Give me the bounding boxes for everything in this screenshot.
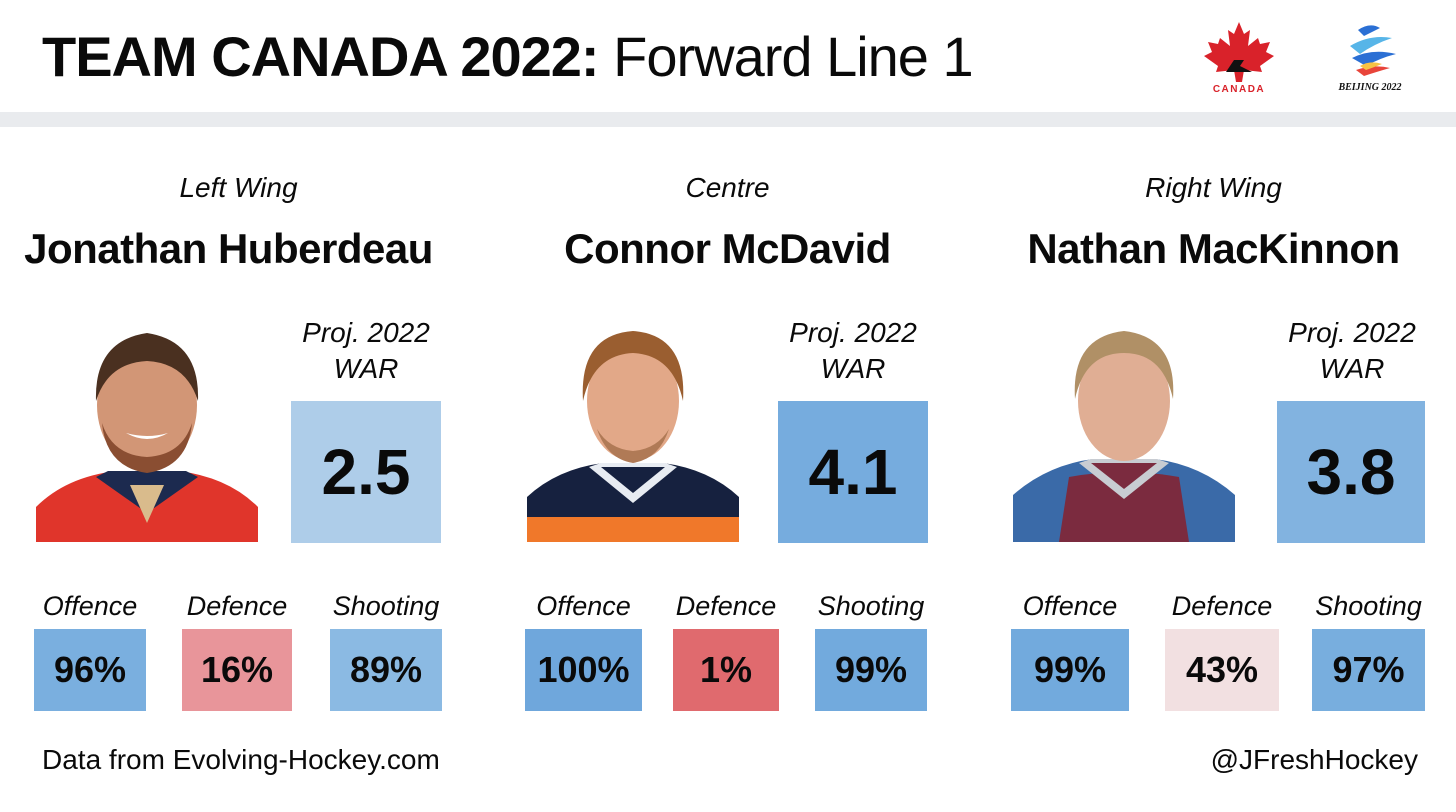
- title-light: Forward Line 1: [613, 25, 974, 88]
- hockey-canada-maple-leaf-logo: CANADA: [1204, 22, 1274, 95]
- stat-value-offence: 99%: [1011, 629, 1129, 711]
- player-name: Nathan MacKinnon: [1027, 225, 1400, 272]
- stat-value-shooting: 99%: [815, 629, 927, 711]
- title-bold: TEAM CANADA 2022:: [42, 25, 600, 88]
- stat-label-offence: Offence: [1022, 591, 1118, 621]
- proj-label-line-2: WAR: [1319, 353, 1385, 384]
- stat-label-defence: Defence: [1171, 591, 1273, 621]
- stat-label-offence: Offence: [42, 591, 138, 621]
- player-position: Left Wing: [179, 172, 298, 203]
- beijing-2022-olympic-emblem: BEIJING 2022: [1337, 25, 1402, 93]
- header-divider-band: [0, 112, 1456, 127]
- proj-label-line-2: WAR: [820, 353, 886, 384]
- player-position: Right Wing: [1145, 172, 1282, 203]
- author-handle: @JFreshHockey: [1210, 744, 1418, 775]
- player-name: Jonathan Huberdeau: [24, 225, 433, 272]
- header: TEAM CANADA 2022: Forward Line 1 CANADA …: [0, 0, 1456, 112]
- proj-war-label: Proj. 2022 WAR: [1277, 315, 1427, 387]
- player-photo-avalanche-burgundy-jersey: [1013, 317, 1235, 542]
- proj-war-label: Proj. 2022 WAR: [778, 315, 928, 387]
- war-value-box: 2.5: [291, 401, 441, 543]
- war-value-box: 3.8: [1277, 401, 1425, 543]
- stat-value-shooting: 97%: [1312, 629, 1425, 711]
- canada-logo-text: CANADA: [1213, 84, 1265, 95]
- stat-value-offence: 96%: [34, 629, 146, 711]
- war-value-box: 4.1: [778, 401, 928, 543]
- stat-label-shooting: Shooting: [1315, 591, 1422, 621]
- proj-war-label: Proj. 2022 WAR: [291, 315, 441, 387]
- stat-value-defence: 16%: [182, 629, 292, 711]
- proj-label-line-1: Proj. 2022: [789, 317, 917, 348]
- stat-value-defence: 43%: [1165, 629, 1279, 711]
- beijing-logo-text: BEIJING 2022: [1337, 82, 1401, 93]
- player-photo-oilers-navy-jersey: [527, 317, 739, 542]
- stat-label-defence: Defence: [675, 591, 777, 621]
- proj-label-line-1: Proj. 2022: [1288, 317, 1416, 348]
- stat-label-shooting: Shooting: [817, 591, 925, 621]
- proj-label-line-1: Proj. 2022: [302, 317, 430, 348]
- stat-label-defence: Defence: [186, 591, 288, 621]
- page-title: TEAM CANADA 2022: Forward Line 1: [42, 24, 974, 90]
- stat-label-shooting: Shooting: [332, 591, 440, 621]
- player-position: Centre: [685, 172, 770, 203]
- stat-value-shooting: 89%: [330, 629, 442, 711]
- player-photo-panthers-red-jersey: [36, 317, 258, 542]
- player-card-left-wing: Left Wing Jonathan Huberdeau Proj. 2022 …: [0, 127, 485, 727]
- player-card-centre: Centre Connor McDavid Proj. 2022 WAR 4.1…: [485, 127, 970, 727]
- stat-value-offence: 100%: [525, 629, 642, 711]
- stat-label-offence: Offence: [536, 591, 631, 621]
- data-source-credit: Data from Evolving-Hockey.com: [42, 744, 440, 775]
- stat-value-defence: 1%: [673, 629, 779, 711]
- proj-label-line-2: WAR: [333, 353, 399, 384]
- player-card-right-wing: Right Wing Nathan MacKinnon Proj. 2022 W…: [971, 127, 1456, 727]
- player-name: Connor McDavid: [564, 225, 891, 272]
